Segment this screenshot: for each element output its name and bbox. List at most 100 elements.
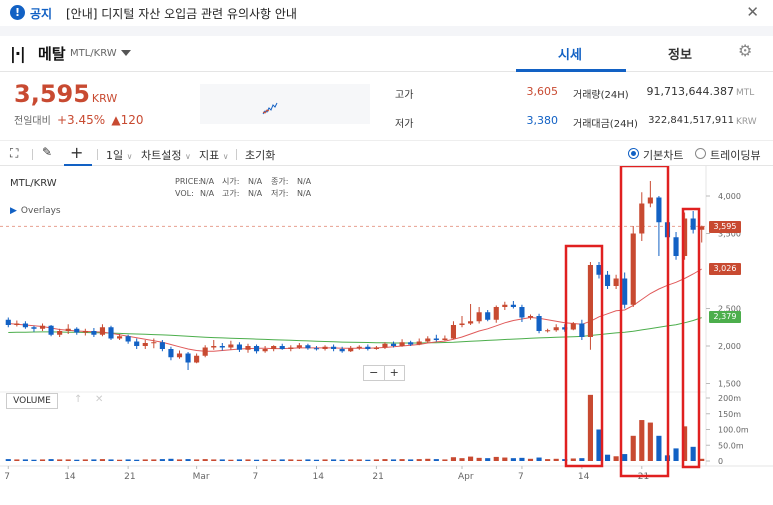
- candle-body: [22, 323, 28, 328]
- arrow-up-icon[interactable]: ↑: [74, 394, 83, 405]
- candle-body: [262, 349, 268, 352]
- volume-bar: [699, 458, 705, 461]
- time-axis-label: 7: [253, 472, 259, 482]
- candle-body: [211, 346, 217, 348]
- close-icon[interactable]: ✕: [746, 3, 759, 21]
- high-label: 고가: [395, 90, 414, 101]
- candle-body: [74, 328, 80, 333]
- candle-body: [485, 312, 491, 320]
- volume-bar: [253, 459, 260, 461]
- time-axis-label: 7: [4, 472, 10, 482]
- price-axis-label: 2,500: [718, 305, 741, 314]
- time-axis-label: Apr: [458, 472, 474, 482]
- notice-text[interactable]: [안내] 디지털 자산 오입금 관련 유의사항 안내: [66, 7, 297, 21]
- volume-bar: [99, 459, 106, 461]
- crosshair-icon[interactable]: +: [70, 143, 84, 162]
- candle-body: [245, 346, 251, 350]
- overlays-toggle[interactable]: ▶ Overlays: [10, 206, 61, 216]
- zoom-in-button[interactable]: +: [383, 366, 405, 380]
- volume-bar: [493, 456, 499, 461]
- volume-bar: [604, 454, 611, 461]
- volume-bar: [39, 459, 46, 461]
- candle-body: [288, 347, 294, 349]
- candle-body: [416, 341, 422, 345]
- ohlc-values-2: N/A N/A: [248, 176, 262, 200]
- amount-label: 거래대금(24H): [573, 119, 638, 130]
- volume-bar: [194, 459, 200, 461]
- ohlc-labels-3: 종가: 저가:: [271, 176, 288, 200]
- candle-body: [142, 343, 148, 346]
- candle-body: [176, 353, 183, 358]
- volume-bar: [425, 458, 431, 461]
- time-axis-label: 7: [518, 472, 524, 482]
- volume-bar: [211, 459, 217, 461]
- price-axis-label: 3,500: [718, 230, 741, 239]
- volume-toggle-button[interactable]: VOLUME: [6, 393, 58, 409]
- volume-bar: [545, 459, 551, 461]
- candle-body: [673, 237, 679, 256]
- basic-chart-label[interactable]: 기본차트: [643, 149, 684, 162]
- candle-body: [519, 307, 525, 318]
- change-absolute: ▲120: [111, 113, 144, 127]
- volume-bar: [553, 458, 559, 461]
- volume-bar: [596, 429, 602, 461]
- toolbar-divider: [97, 149, 98, 160]
- notice-bar[interactable]: ! 공지 [안내] 디지털 자산 오입금 관련 유의사항 안내 ✕: [0, 0, 773, 26]
- price-chart[interactable]: 4,000 3,500 2,500 2,000 1,500 200m 150m 100.0m 5…: [0, 164, 773, 501]
- candle-body: [322, 346, 328, 349]
- radio-basic-chart[interactable]: [628, 148, 639, 159]
- coin-header: |·| 메탈 MTL/KRW 시세 정보 ⚙: [0, 36, 773, 72]
- ohlc-labels: PRICE: VOL:: [175, 176, 201, 200]
- volume-bar: [690, 446, 696, 461]
- candle-body: [65, 328, 71, 331]
- indicator-label: 지표: [199, 149, 220, 162]
- volume-axis-label: 0: [718, 457, 723, 466]
- candle-body: [48, 325, 54, 335]
- time-axis-label: 21: [124, 472, 135, 482]
- candle-body: [545, 330, 551, 332]
- pencil-icon[interactable]: ✎: [42, 145, 53, 159]
- indicator-select[interactable]: 지표 ∨: [199, 147, 229, 163]
- fullscreen-icon[interactable]: ⛶: [10, 146, 19, 160]
- candle-body: [356, 346, 362, 349]
- zoom-out-button[interactable]: −: [369, 366, 379, 379]
- candle-body: [168, 349, 174, 358]
- chart-toolbar: ⛶ ✎ + 1일 ∨ 차트설정 ∨ 지표 ∨ 초기화 기본차트 트레이딩뷰: [0, 140, 773, 166]
- candle-body: [647, 197, 653, 204]
- candle-body: [253, 346, 260, 352]
- volume-bar: [673, 448, 679, 461]
- coin-name[interactable]: 메탈: [38, 45, 66, 63]
- candle-body: [476, 312, 482, 322]
- interval-select[interactable]: 1일 ∨: [106, 147, 132, 163]
- volume-bar: [151, 459, 157, 461]
- reset-button[interactable]: 초기화: [245, 149, 276, 162]
- change-percent: +3.45%: [57, 113, 106, 127]
- gear-icon[interactable]: ⚙: [738, 41, 753, 60]
- tradingview-label[interactable]: 트레이딩뷰: [710, 149, 761, 162]
- tab-info[interactable]: 정보: [668, 48, 692, 63]
- candle-body: [399, 342, 405, 346]
- candle-body: [185, 353, 191, 363]
- candle-body: [219, 346, 225, 348]
- volume-bar: [442, 459, 448, 461]
- close-icon[interactable]: ✕: [95, 394, 104, 405]
- chart-settings-select[interactable]: 차트설정 ∨: [141, 147, 191, 163]
- candle-body: [236, 344, 242, 350]
- volume-bar: [587, 394, 593, 461]
- candle-body: [562, 327, 568, 330]
- volume-bar: [331, 459, 337, 461]
- candle-body: [305, 345, 311, 349]
- tab-market-price[interactable]: 시세: [558, 48, 582, 63]
- chart-area[interactable]: 4,000 3,500 2,500 2,000 1,500 200m 150m 100.0m 5…: [0, 164, 773, 501]
- ohlc-high-label: 고가:: [222, 189, 240, 198]
- time-axis-label: 14: [64, 472, 76, 482]
- volume-bar: [348, 459, 354, 461]
- volume-bar: [117, 459, 123, 461]
- radio-tradingview[interactable]: [695, 148, 706, 159]
- volume-bar: [399, 459, 405, 461]
- volume-bar: [185, 459, 191, 461]
- chevron-down-icon[interactable]: [121, 50, 131, 56]
- ohlc-labels-2: 시가: 고가:: [222, 176, 239, 200]
- candle-body: [570, 323, 576, 330]
- section-gap: [0, 26, 773, 36]
